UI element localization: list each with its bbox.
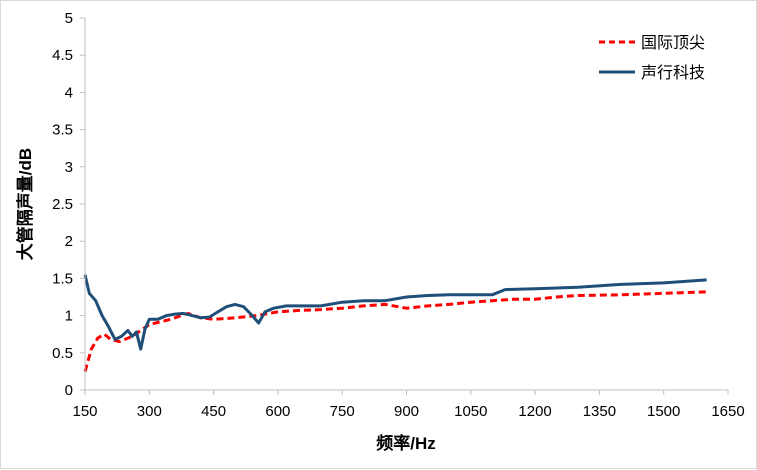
legend-label-0: 国际顶尖 — [641, 34, 705, 52]
x-tick-label: 1500 — [647, 403, 680, 420]
x-tick-label: 900 — [394, 403, 419, 420]
y-tick-label: 2 — [65, 233, 73, 250]
x-tick-label: 450 — [201, 403, 226, 420]
x-axis-label: 频率/Hz — [376, 433, 436, 453]
series-line-0 — [83, 290, 707, 372]
series-line-1 — [83, 274, 707, 351]
y-tick-label: 2.5 — [52, 196, 73, 213]
x-tick-label: 600 — [265, 403, 290, 420]
legend-label-1: 声行科技 — [641, 64, 705, 82]
y-tick-label: 1 — [65, 308, 73, 325]
y-tick-label: 0 — [65, 382, 73, 399]
y-tick-label: 1.5 — [52, 270, 73, 287]
x-tick-label: 150 — [72, 403, 97, 420]
y-tick-label: 3 — [65, 159, 73, 176]
y-axis-label: 大管隔声量/dB — [15, 148, 35, 260]
x-tick-label: 750 — [330, 403, 355, 420]
y-tick-label: 0.5 — [52, 345, 73, 362]
y-tick-label: 4.5 — [52, 47, 73, 64]
x-tick-label: 1200 — [518, 403, 551, 420]
y-tick-label: 4 — [65, 84, 73, 101]
x-tick-label: 1350 — [583, 403, 616, 420]
x-tick-label: 300 — [137, 403, 162, 420]
legend: 国际顶尖 声行科技 — [599, 34, 705, 82]
x-tick-label: 1650 — [711, 403, 744, 420]
y-tick-label: 5 — [65, 10, 73, 27]
y-tick-label: 3.5 — [52, 122, 73, 139]
x-tick-label: 1050 — [454, 403, 487, 420]
